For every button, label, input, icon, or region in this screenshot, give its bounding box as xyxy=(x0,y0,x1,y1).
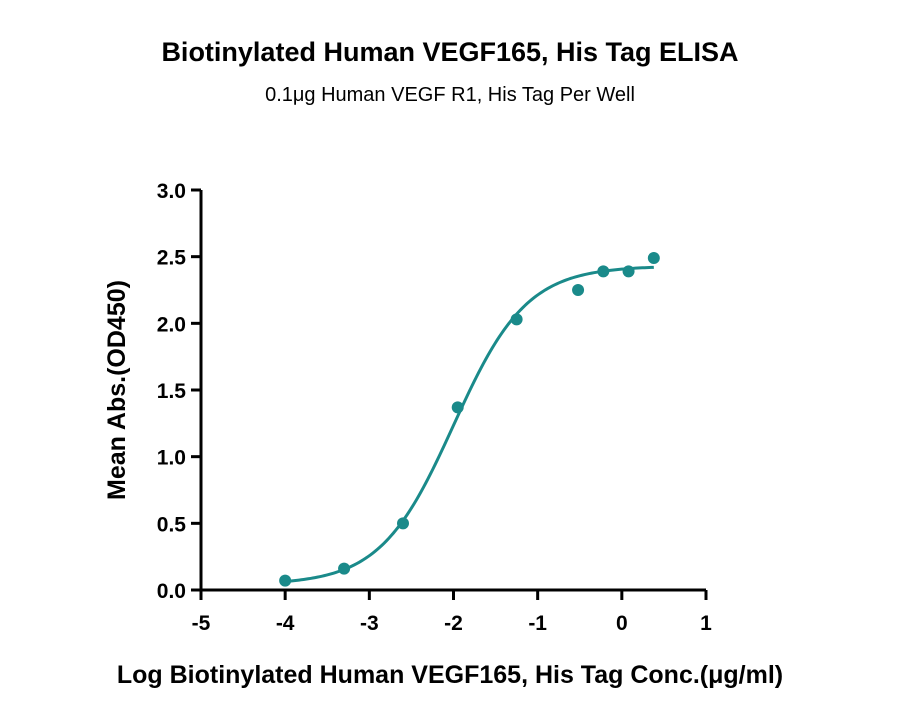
data-point xyxy=(338,562,351,575)
y-ticks: 0.0 0.5 1.0 1.5 2.0 2.5 3.0 xyxy=(157,180,201,603)
x-tick-label: -4 xyxy=(276,612,295,635)
x-tick-label: -1 xyxy=(528,612,547,635)
data-point xyxy=(279,574,292,587)
x-tick-label: -2 xyxy=(444,612,463,635)
data-point xyxy=(572,284,585,296)
y-tick-label: 1.5 xyxy=(157,380,187,403)
data-point xyxy=(622,265,635,278)
chart-title: Biotinylated Human VEGF165, His Tag ELIS… xyxy=(161,37,738,67)
y-tick-label: 2.5 xyxy=(157,247,187,270)
data-point xyxy=(647,252,660,264)
y-tick-label: 1.0 xyxy=(157,447,186,470)
data-point xyxy=(451,401,464,414)
data-point xyxy=(510,313,523,326)
x-tick-label: -5 xyxy=(192,612,211,635)
x-tick-label: 1 xyxy=(700,612,712,635)
y-tick-label: 3.0 xyxy=(157,180,186,203)
x-tick-label: -3 xyxy=(360,612,379,635)
data-point xyxy=(597,265,610,278)
y-tick-label: 0.5 xyxy=(157,513,187,536)
x-ticks: -5 -4 -3 -2 -1 0 1 xyxy=(192,590,712,635)
x-tick-label: 0 xyxy=(616,612,628,635)
x-axis-label: Log Biotinylated Human VEGF165, His Tag … xyxy=(117,661,783,689)
y-tick-label: 0.0 xyxy=(157,580,186,603)
data-points xyxy=(279,252,660,587)
y-axis-label: Mean Abs.(OD450) xyxy=(103,280,131,500)
y-tick-label: 2.0 xyxy=(157,313,186,336)
chart-subtitle: 0.1μg Human VEGF R1, His Tag Per Well xyxy=(265,84,635,106)
data-point xyxy=(397,517,409,530)
fit-curve xyxy=(285,265,654,584)
